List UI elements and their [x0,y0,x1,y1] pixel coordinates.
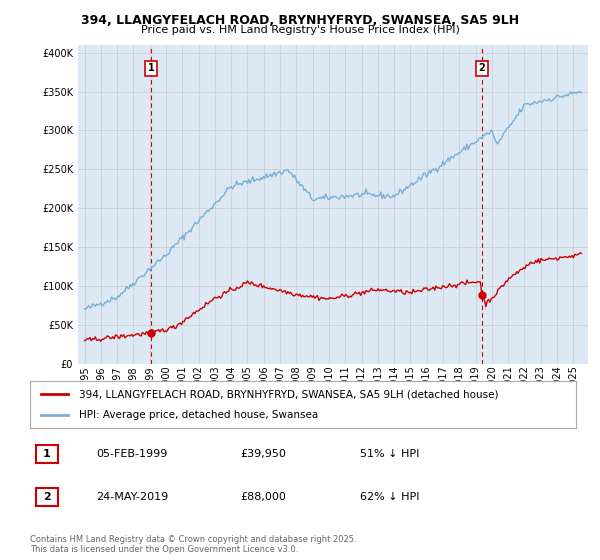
Text: Contains HM Land Registry data © Crown copyright and database right 2025.
This d: Contains HM Land Registry data © Crown c… [30,535,356,554]
Text: £88,000: £88,000 [240,492,286,502]
Text: 394, LLANGYFELACH ROAD, BRYNHYFRYD, SWANSEA, SA5 9LH: 394, LLANGYFELACH ROAD, BRYNHYFRYD, SWAN… [81,14,519,27]
Text: 24-MAY-2019: 24-MAY-2019 [96,492,168,502]
Text: 62% ↓ HPI: 62% ↓ HPI [360,492,419,502]
Text: 394, LLANGYFELACH ROAD, BRYNHYFRYD, SWANSEA, SA5 9LH (detached house): 394, LLANGYFELACH ROAD, BRYNHYFRYD, SWAN… [79,389,499,399]
Text: 2: 2 [478,63,485,73]
Text: £39,950: £39,950 [240,449,286,459]
Text: Price paid vs. HM Land Registry's House Price Index (HPI): Price paid vs. HM Land Registry's House … [140,25,460,35]
Text: 05-FEB-1999: 05-FEB-1999 [96,449,167,459]
Text: 2: 2 [43,492,50,502]
Text: 1: 1 [148,63,155,73]
Text: 51% ↓ HPI: 51% ↓ HPI [360,449,419,459]
Text: 1: 1 [43,449,50,459]
Text: HPI: Average price, detached house, Swansea: HPI: Average price, detached house, Swan… [79,410,319,420]
